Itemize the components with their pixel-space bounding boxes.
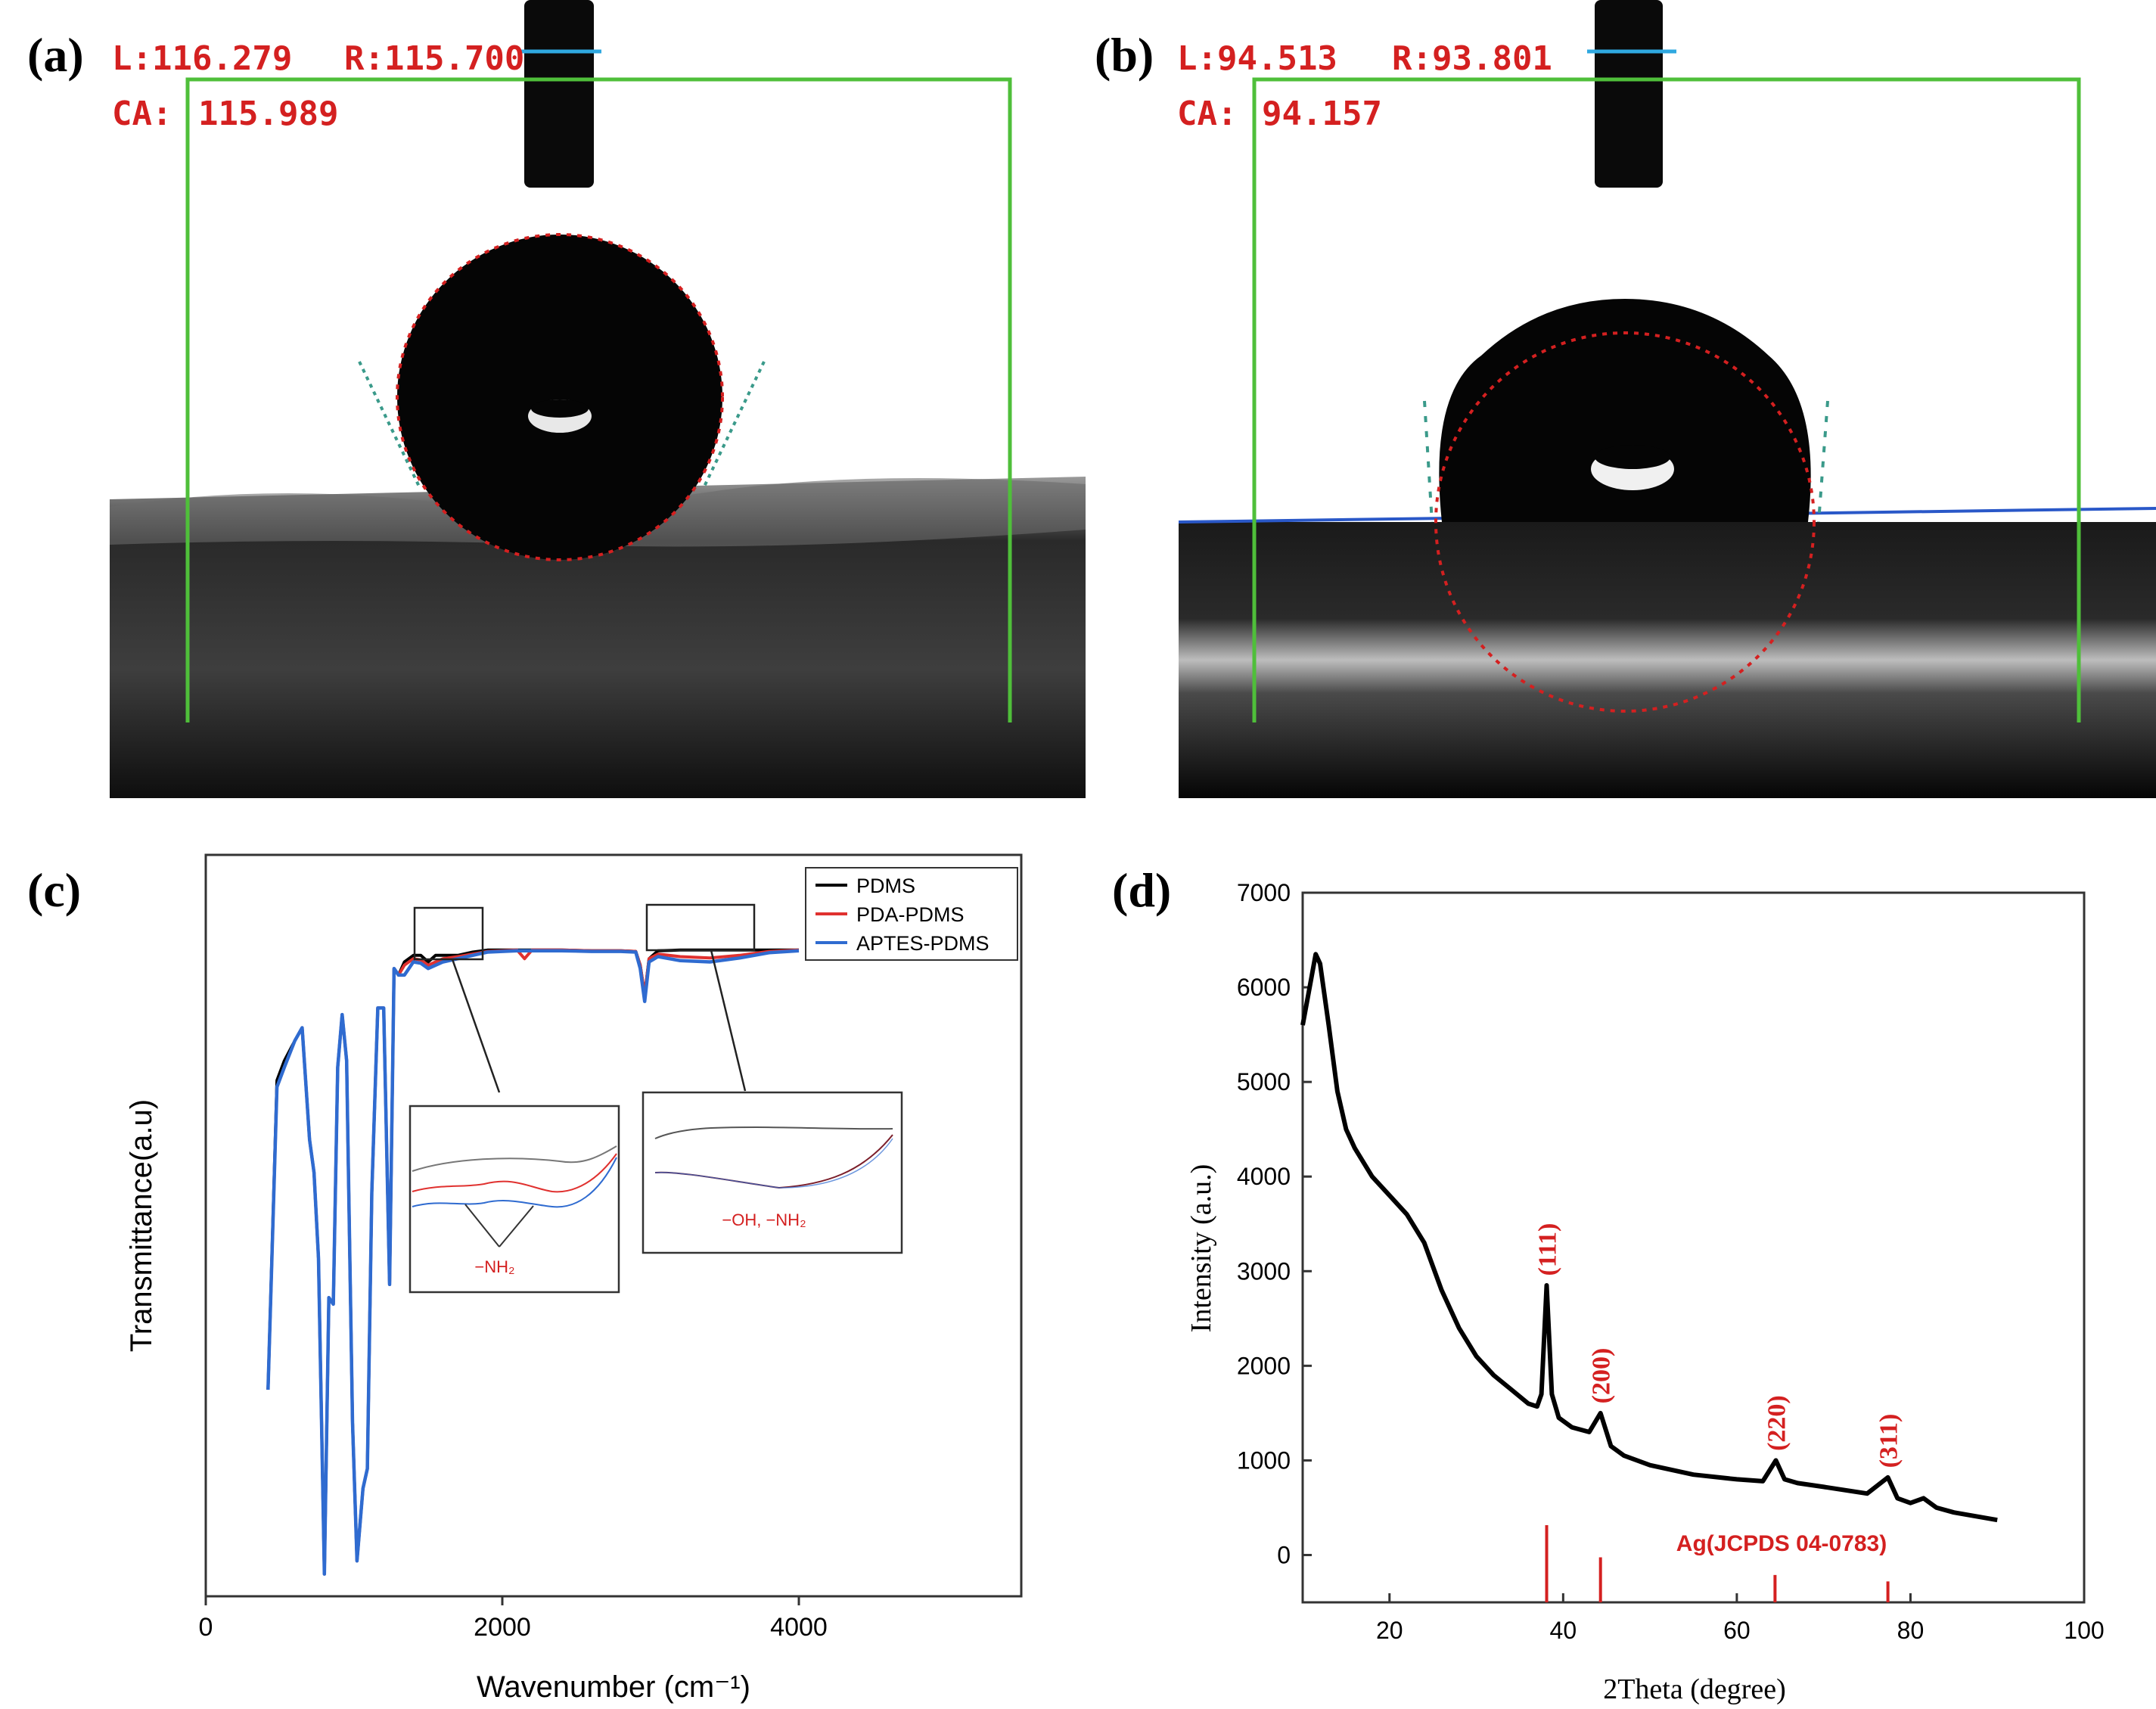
- panel-label-b: (b): [1095, 28, 1154, 82]
- right-angle-b: R:93.801: [1392, 39, 1552, 78]
- chart-d-ytick-label: 7000: [1237, 879, 1291, 906]
- chart-d-xtick-label: 40: [1550, 1617, 1577, 1644]
- needle: [524, 0, 594, 188]
- chart-d-ytick-label: 6000: [1237, 974, 1291, 1001]
- inset-2-pdms: [654, 1126, 893, 1139]
- ca-value-b: 94.157: [1262, 95, 1382, 133]
- chart-d-ytick-label: 4000: [1237, 1163, 1291, 1190]
- chart-d-xlabel: 2Theta (degree): [1603, 1673, 1786, 1705]
- chart-c-series: [266, 948, 800, 1576]
- droplet: [1439, 299, 1811, 522]
- zoom-connector-2: [710, 949, 747, 1092]
- right-angle-a: R:115.700: [344, 39, 525, 78]
- ca-label-a: CA:: [112, 95, 172, 133]
- tangent-right: [1817, 400, 1829, 523]
- needle: [1595, 0, 1663, 188]
- chart-d-series-xrd: [1300, 952, 1998, 1523]
- chart-d-peak-labels: (111) (200) (220) (311): [1534, 1223, 1903, 1468]
- zoom-box-2: [645, 903, 756, 952]
- chart-d-ytick-label: 1000: [1237, 1446, 1291, 1474]
- left-angle-a: L:116.279: [112, 39, 293, 78]
- chart-c-frame: [204, 853, 1023, 1598]
- legend-label-pdms: PDMS: [856, 875, 915, 897]
- panel-label-c: (c): [27, 863, 82, 917]
- chart-c-xtick-label: 0: [199, 1613, 213, 1642]
- chart-d-xtick-label: 60: [1723, 1617, 1751, 1644]
- reference-peaks-label: Ag(JCPDS 04-0783): [1676, 1531, 1887, 1556]
- inset-nh2: −NH₂: [409, 1105, 620, 1294]
- chart-d-ylabel: Intensity (a.u.): [1185, 1164, 1217, 1333]
- inset-2-aptes: [654, 1138, 893, 1189]
- fit-circle: [1434, 331, 1816, 713]
- contact-angle-photo-b: [1179, 0, 2156, 798]
- chart-c-legend: PDMS PDA-PDMS APTES-PDMS: [805, 867, 1018, 961]
- chart-d-ytick-label: 3000: [1237, 1257, 1291, 1285]
- inset-1-pdms: [412, 1145, 617, 1172]
- inset-1-annotation: −NH₂: [474, 1257, 514, 1276]
- peak-label: (111): [1534, 1223, 1562, 1276]
- peak-label: (311): [1875, 1414, 1903, 1468]
- fit-circle: [396, 233, 724, 561]
- chart-d-frame: [1301, 891, 2086, 1604]
- peak-label: (220): [1763, 1395, 1791, 1451]
- contact-angle-photo-a: [110, 0, 1086, 798]
- inset-1-aptes: [412, 1157, 617, 1208]
- substrate: [1179, 522, 2156, 798]
- legend-label-pda-pdms: PDA-PDMS: [856, 903, 965, 926]
- inset-1-pda: [412, 1153, 617, 1193]
- tangent-right: [702, 361, 766, 489]
- left-angle-b: L:94.513: [1177, 39, 1337, 78]
- legend-label-aptes-pdms: APTES-PDMS: [856, 932, 989, 955]
- fit-box: [185, 77, 1012, 722]
- fit-box: [1252, 77, 2081, 722]
- ca-value-a: 115.989: [198, 95, 339, 133]
- panel-label-a: (a): [27, 28, 84, 82]
- chart-d-reference-peaks: [1545, 1524, 1890, 1602]
- chart-c-xtick-label: 2000: [474, 1613, 531, 1642]
- chart-d-series: [1300, 952, 1998, 1523]
- chart-d-ytick-label: 5000: [1237, 1068, 1291, 1095]
- chart-d-xtick-label: 20: [1376, 1617, 1403, 1644]
- chart-c-xtick-label: 4000: [770, 1613, 828, 1642]
- inset-2-annotation: −OH, −NH₂: [722, 1210, 806, 1229]
- chart-d-ytick-label: 0: [1277, 1541, 1291, 1568]
- panel-label-d: (d): [1112, 863, 1172, 917]
- peak-label: (200): [1588, 1348, 1616, 1404]
- chart-c-ticks: 0 2000 4000: [199, 1596, 828, 1642]
- chart-d-ytick-label: 2000: [1237, 1352, 1291, 1379]
- chart-c-xlabel: Wavenumber (cm⁻¹): [477, 1670, 750, 1704]
- tangent-left: [358, 361, 421, 489]
- chart-c-series-aptes-pdms: [266, 949, 800, 1576]
- droplet: [397, 235, 722, 560]
- tangent-left: [1423, 400, 1434, 523]
- zoom-connector-1: [451, 959, 501, 1093]
- chart-c-ylabel: Transmittance(a.u): [125, 1099, 158, 1352]
- substrate: [110, 477, 1086, 798]
- ca-label-b: CA:: [1177, 95, 1238, 133]
- chart-d-xtick-label: 80: [1897, 1617, 1925, 1644]
- chart-d-xtick-label: 100: [2064, 1617, 2104, 1644]
- inset-oh-nh2: −OH, −NH₂: [642, 1091, 903, 1254]
- inset-2-frame: [642, 1091, 903, 1254]
- zoom-box-1: [413, 906, 484, 961]
